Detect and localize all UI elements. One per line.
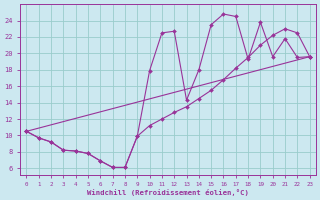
X-axis label: Windchill (Refroidissement éolien,°C): Windchill (Refroidissement éolien,°C)	[87, 189, 249, 196]
